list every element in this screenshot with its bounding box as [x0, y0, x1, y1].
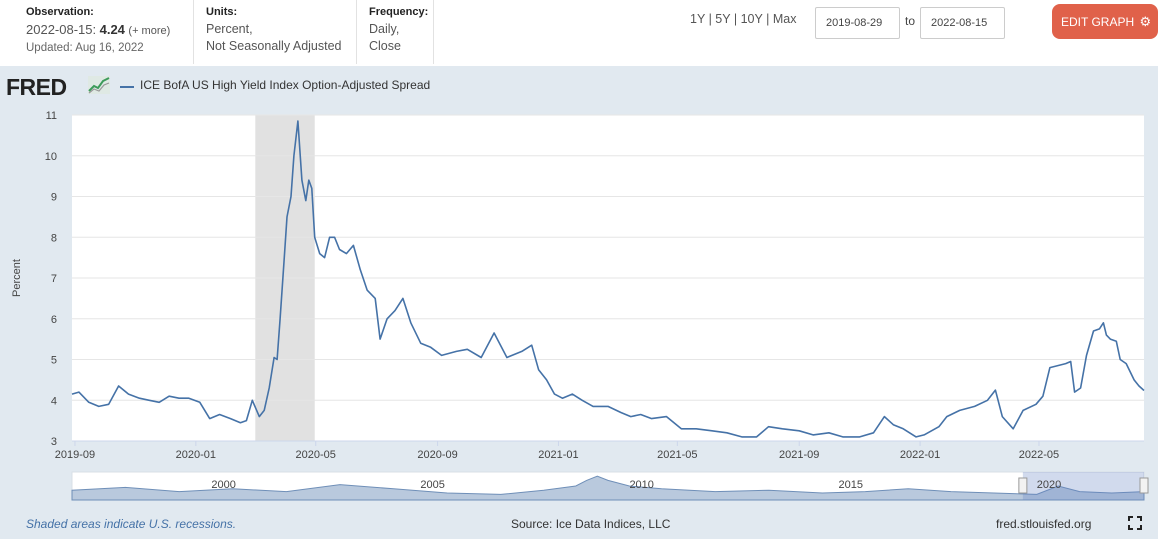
range-separator: | [733, 12, 738, 26]
navigator-label: 2000 [211, 479, 235, 491]
navigator-label: 2010 [629, 479, 653, 491]
range-10y-link[interactable]: 10Y [740, 12, 763, 26]
x-tick-label: 2021-05 [657, 449, 697, 461]
site-link[interactable]: fred.stlouisfed.org [996, 517, 1092, 531]
y-tick-label: 8 [51, 232, 57, 244]
y-tick-label: 3 [51, 436, 57, 448]
x-tick-label: 2021-01 [538, 449, 578, 461]
x-tick-label: 2019-09 [55, 449, 95, 461]
units-label: Units: [206, 6, 238, 18]
x-tick-label: 2020-01 [176, 449, 216, 461]
observation-more-link[interactable]: (+ more) [128, 25, 171, 37]
fred-logo-chart-icon [88, 76, 110, 94]
observation-date: 2022-08-15: [26, 22, 97, 37]
y-axis-label: Percent [11, 259, 23, 297]
start-date-input[interactable]: 2019-08-29 [815, 7, 900, 39]
y-tick-label: 11 [46, 110, 57, 122]
x-tick-label: 2021-09 [779, 449, 819, 461]
series-title: ICE BofA US High Yield Index Option-Adju… [140, 78, 431, 92]
navigator-handle[interactable] [1139, 477, 1149, 494]
fullscreen-icon[interactable] [1128, 516, 1142, 530]
frequency-line1: Daily, [369, 22, 400, 36]
frequency-block: Frequency: Daily, Close [369, 4, 439, 55]
x-tick-label: 2020-05 [296, 449, 336, 461]
source-text: Source: Ice Data Indices, LLC [511, 517, 671, 531]
range-separator: | [766, 12, 770, 26]
header-divider [356, 0, 357, 64]
range-5y-link[interactable]: 5Y [715, 12, 731, 26]
line-chart[interactable]: 3 4 5 6 7 8 9 10 11 2019-09 2020-01 2020-05 2020-09 2… [0, 66, 1158, 539]
y-tick-label: 10 [45, 151, 57, 163]
to-label: to [905, 14, 916, 28]
header-divider [433, 0, 434, 64]
range-max-link[interactable]: Max [772, 12, 797, 26]
units-line2: Not Seasonally Adjusted [206, 39, 342, 53]
frequency-label: Frequency: [369, 6, 429, 18]
navigator-label: 2005 [420, 479, 444, 491]
x-tick-label: 2020-09 [417, 449, 457, 461]
legend-swatch [120, 86, 134, 88]
edit-graph-label: EDIT GRAPH [1061, 15, 1135, 29]
y-tick-label: 4 [51, 395, 57, 407]
x-tick-label: 2022-01 [900, 449, 940, 461]
units-block: Units: Percent, Not Seasonally Adjusted [206, 4, 356, 55]
navigator-selection[interactable] [1022, 472, 1144, 500]
range-separator: | [708, 12, 712, 26]
y-tick-label: 7 [51, 273, 57, 285]
end-date-input[interactable]: 2022-08-15 [920, 7, 1005, 39]
navigator-area [71, 475, 1145, 501]
observation-label: Observation: [26, 6, 94, 18]
range-links: 1Y | 5Y | 10Y | Max [690, 12, 796, 26]
fred-logo[interactable]: FRED [6, 74, 67, 100]
navigator-label: 2020 [1037, 479, 1061, 491]
updated-date: Updated: Aug 16, 2022 [26, 42, 144, 54]
recession-note: Shaded areas indicate U.S. recessions. [26, 517, 237, 531]
gear-icon: ⚙ [1139, 14, 1152, 29]
y-tick-label: 6 [51, 314, 57, 326]
navigator-handle[interactable] [1018, 477, 1028, 494]
series-line[interactable] [71, 120, 1145, 438]
observation-block: Observation: 2022-08-15: 4.24 (+ more) U… [26, 4, 186, 57]
edit-graph-button[interactable]: EDIT GRAPH ⚙ [1052, 4, 1158, 39]
frequency-line2: Close [369, 39, 401, 53]
header-divider [193, 0, 194, 64]
navigator-label: 2015 [838, 479, 862, 491]
range-1y-link[interactable]: 1Y [690, 12, 706, 26]
y-tick-label: 5 [51, 355, 57, 367]
observation-value: 4.24 [99, 22, 125, 37]
x-tick-label: 2022-05 [1019, 449, 1059, 461]
units-line1: Percent, [206, 22, 253, 36]
y-tick-label: 9 [51, 192, 57, 204]
header-bar: Observation: 2022-08-15: 4.24 (+ more) U… [0, 0, 1158, 66]
